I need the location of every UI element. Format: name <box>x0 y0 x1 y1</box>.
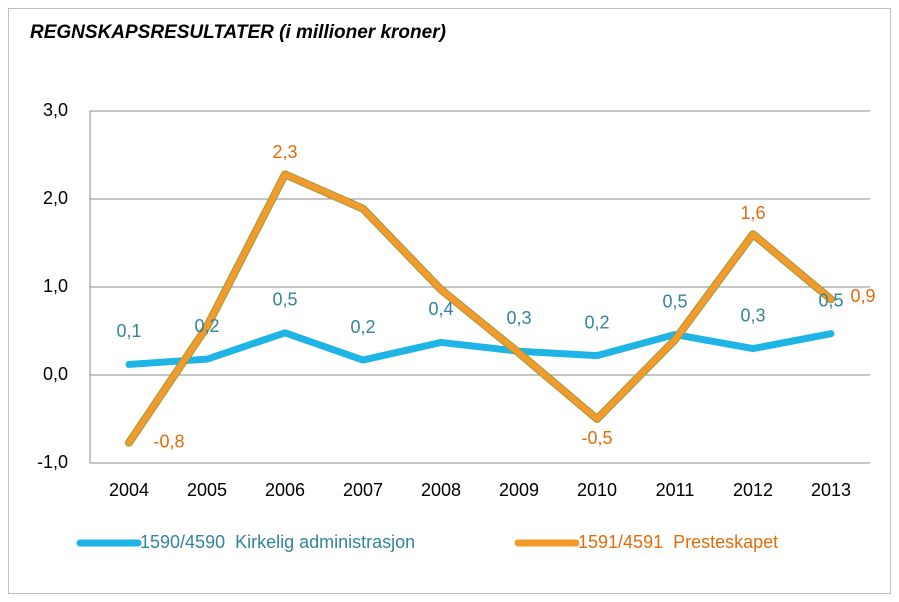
data-label: 0,2 <box>584 312 609 332</box>
data-label: 0,5 <box>272 290 297 310</box>
chart-title: REGNSKAPSRESULTATER (i millioner kroner) <box>30 22 446 43</box>
data-label: 0,5 <box>818 290 843 310</box>
data-label: 0,2 <box>350 317 375 337</box>
x-tick-label: 2004 <box>109 480 149 500</box>
series-line <box>125 329 835 368</box>
data-label: 0,5 <box>662 291 687 311</box>
data-label: 1,6 <box>740 203 765 223</box>
x-tick-label: 2011 <box>656 480 695 500</box>
data-label: 0,3 <box>506 308 531 328</box>
data-label: 0,2 <box>194 316 219 336</box>
legend-label: 1591/4591 Presteskapet <box>578 532 778 552</box>
x-tick-label: 2007 <box>343 480 383 500</box>
x-tick-label: 2006 <box>265 480 305 500</box>
x-tick-label: 2012 <box>733 480 773 500</box>
data-label: -0,8 <box>153 432 184 452</box>
x-tick-label: 2010 <box>577 480 617 500</box>
data-label: 0,3 <box>740 305 765 325</box>
y-tick-label: 1,0 <box>43 276 68 296</box>
data-label: -0,5 <box>581 428 612 448</box>
y-tick-label: -1,0 <box>37 452 68 472</box>
x-tick-label: 2013 <box>811 480 851 500</box>
data-label: 0,4 <box>428 299 453 319</box>
x-tick-label: 2009 <box>499 480 539 500</box>
y-tick-label: 0,0 <box>43 364 68 384</box>
y-tick-label: 2,0 <box>43 188 68 208</box>
data-label: 0,9 <box>850 286 875 306</box>
x-tick-label: 2005 <box>187 480 227 500</box>
y-tick-label: 3,0 <box>43 100 68 120</box>
data-label: 2,3 <box>272 142 297 162</box>
legend-label: 1590/4590 Kirkelig administrasjon <box>140 532 415 552</box>
series-line <box>126 171 834 446</box>
data-label: 0,1 <box>116 321 141 341</box>
x-tick-label: 2008 <box>421 480 461 500</box>
